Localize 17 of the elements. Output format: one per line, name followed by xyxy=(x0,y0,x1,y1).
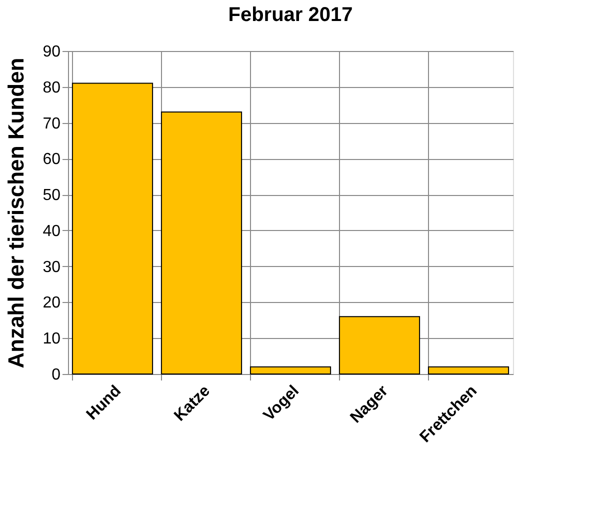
y-tick-label: 90 xyxy=(42,44,61,60)
bar xyxy=(160,112,242,374)
bar xyxy=(338,316,420,374)
y-tick-label: 20 xyxy=(42,294,61,312)
bar xyxy=(72,82,154,374)
y-tick-label: 50 xyxy=(42,187,61,204)
chart-title: Februar 2017 xyxy=(228,4,353,26)
bar xyxy=(428,366,510,374)
y-tick-label: 30 xyxy=(42,258,61,276)
y-axis-title: Anzahl der tierischen Kunden xyxy=(4,58,29,368)
y-tick-label: 80 xyxy=(42,79,61,96)
y-tick-label: 60 xyxy=(42,151,61,168)
y-tick-label: 40 xyxy=(42,222,61,240)
y-tick-label: 70 xyxy=(42,115,61,132)
bar xyxy=(250,366,332,374)
y-tick-label: 10 xyxy=(42,330,61,348)
y-tick-label: 0 xyxy=(52,366,61,384)
